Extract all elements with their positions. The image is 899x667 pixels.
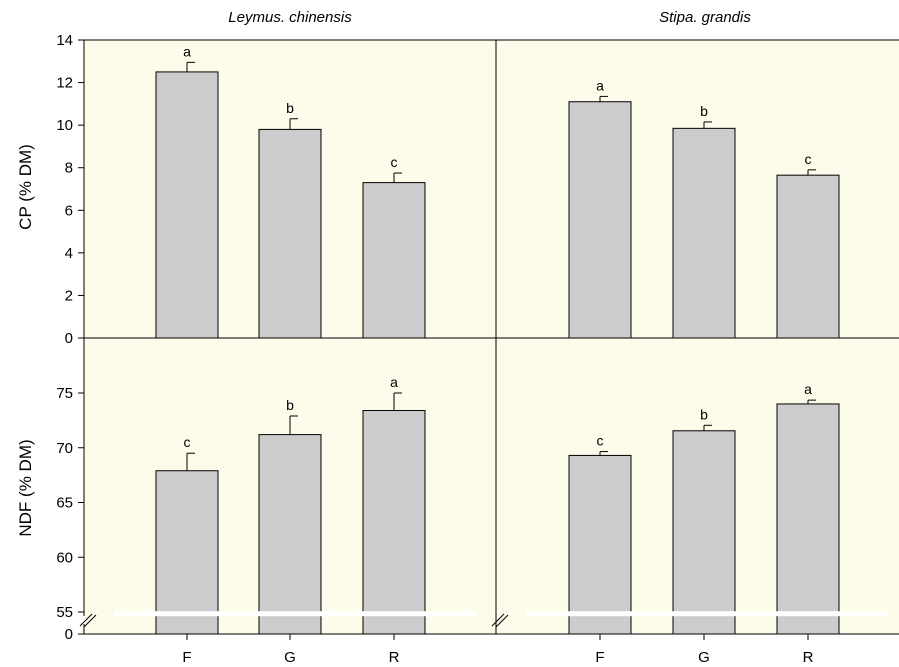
axis-break-mark	[491, 613, 505, 627]
y-tick-label: 4	[65, 245, 73, 262]
bar	[258, 128, 322, 339]
y-tick-label: 8	[65, 160, 73, 177]
significance-letter: c	[184, 434, 191, 450]
bar	[362, 410, 426, 635]
significance-letter: a	[183, 43, 191, 59]
y-tick-label: 14	[56, 32, 73, 49]
axis-break-band	[526, 611, 888, 617]
bar	[155, 71, 219, 339]
y-tick-label: 65	[56, 495, 73, 512]
significance-letter: c	[597, 433, 604, 449]
bar	[568, 101, 632, 339]
y-tick-label: 6	[65, 202, 73, 219]
significance-letter: c	[805, 151, 812, 167]
bar	[672, 430, 736, 635]
axis-break-band	[114, 611, 476, 617]
y-tick-label: 2	[65, 287, 73, 304]
panel-title-stipa: Stipa. grandis	[659, 9, 751, 26]
y-tick-label: 75	[56, 385, 73, 402]
y-tick-label: 0	[65, 330, 73, 347]
x-tick-label: R	[389, 649, 400, 666]
x-tick-label: R	[803, 649, 814, 666]
significance-letter: b	[700, 103, 708, 119]
significance-letter: b	[286, 397, 294, 413]
panel-title-leymus: Leymus. chinensis	[228, 9, 352, 26]
x-tick-label: G	[284, 649, 296, 666]
bars-layer	[114, 61, 888, 635]
bar	[672, 127, 736, 339]
bar	[776, 403, 840, 635]
axes-layer	[78, 39, 899, 640]
significance-letter: b	[700, 406, 708, 422]
axis-break-mark	[83, 614, 97, 628]
significance-letter: a	[596, 77, 604, 93]
x-tick-label: F	[595, 649, 604, 666]
y-tick-label: 10	[56, 117, 73, 134]
bar	[155, 470, 219, 635]
bar	[776, 174, 840, 339]
y-tick-label: 12	[56, 75, 73, 92]
significance-letter: b	[286, 100, 294, 116]
y-tick-label: 60	[56, 549, 73, 566]
text-layer: Leymus. chinensis Stipa. grandis CP (% D…	[16, 9, 814, 666]
bar	[568, 454, 632, 635]
y-tick-label: 55	[56, 604, 73, 621]
bar	[258, 434, 322, 635]
axis-break-mark	[79, 613, 93, 627]
y-tick-label: 70	[56, 440, 73, 457]
y-axis-label-cp: CP (% DM)	[16, 144, 35, 230]
y-tick-label: 0	[65, 626, 73, 643]
bar	[362, 182, 426, 339]
significance-letter: a	[390, 374, 398, 390]
x-tick-label: F	[182, 649, 191, 666]
x-tick-label: G	[698, 649, 710, 666]
axis-break-mark	[495, 614, 509, 628]
significance-letter: c	[391, 154, 398, 170]
significance-letter: a	[804, 381, 812, 397]
y-axis-label-ndf: NDF (% DM)	[16, 439, 35, 536]
